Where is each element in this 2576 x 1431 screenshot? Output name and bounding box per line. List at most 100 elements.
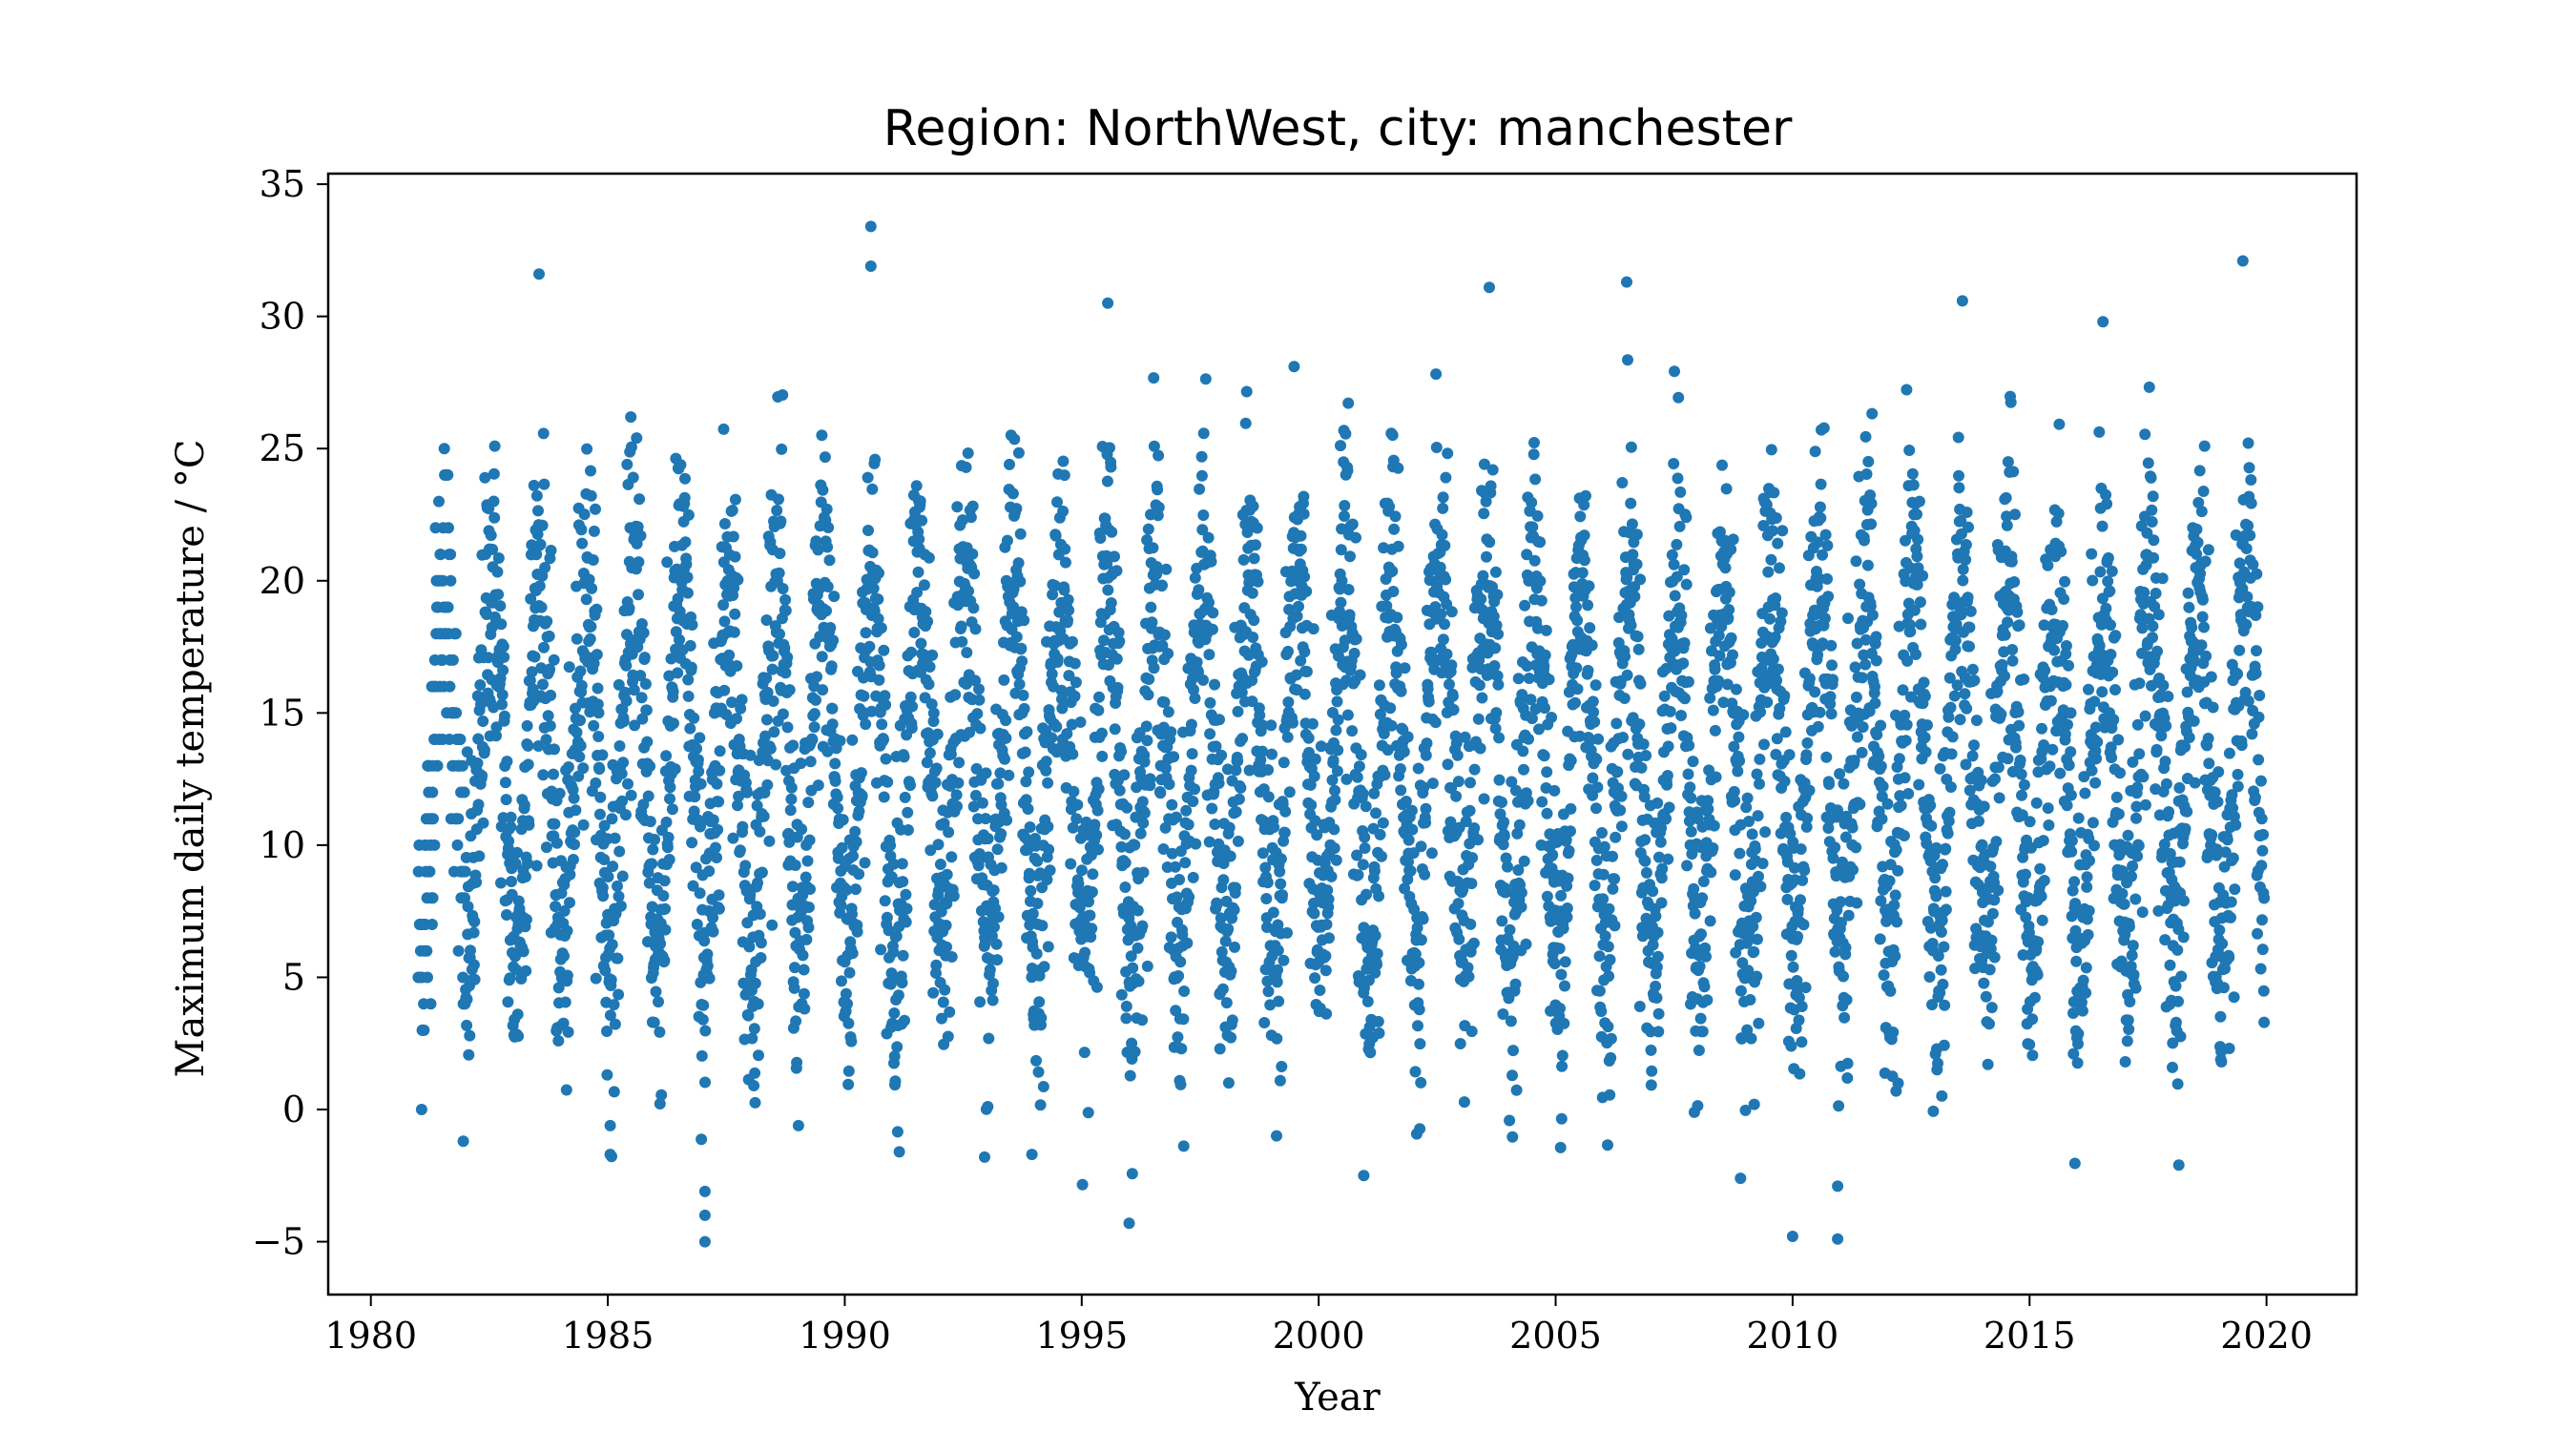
data-point [1733,731,1745,743]
data-point [2018,674,2030,685]
data-point [2012,706,2025,718]
data-point [1541,890,1553,902]
data-point [1631,558,1643,570]
data-point [1543,674,1555,686]
data-point [487,543,499,555]
data-point [1010,503,1023,515]
data-point [1468,763,1481,776]
data-point [1599,930,1611,943]
data-point [1839,942,1852,954]
y-tick-label: 15 [260,692,305,734]
data-point [873,567,884,579]
data-point [1963,521,1974,533]
data-point [707,925,719,938]
data-point [843,966,856,979]
data-point [1437,502,1449,514]
data-point [2044,760,2056,773]
data-point [897,949,909,962]
data-point [1791,975,1803,986]
data-point [477,817,489,829]
data-point [605,974,617,986]
data-point [1841,1057,1854,1069]
data-point [891,1126,904,1138]
data-point [1669,590,1681,602]
data-point [454,734,467,745]
data-point [1446,690,1459,702]
data-point [1938,941,1950,953]
data-point [1772,663,1784,675]
data-point [1092,843,1104,856]
data-point [873,659,885,672]
data-point [2055,546,2067,558]
data-point [1266,748,1278,760]
data-point [1374,708,1386,720]
y-tick-label: 35 [260,163,305,205]
data-point [1892,864,1904,877]
data-point [1109,550,1120,563]
data-point [1900,534,1911,547]
data-point [1555,968,1568,981]
data-point [1339,500,1351,511]
data-point [1157,843,1170,855]
data-point [1978,800,1990,813]
data-point [1354,669,1366,681]
data-point [929,777,942,789]
data-point [1869,697,1881,710]
data-point [520,964,532,977]
data-point [1459,731,1471,743]
data-point [452,944,465,957]
data-point [445,574,457,587]
data-point [1622,748,1634,760]
data-point [1473,654,1485,667]
data-point [1792,902,1804,915]
data-point [1070,676,1082,689]
data-point [791,1056,803,1068]
data-point [901,902,913,915]
data-point [1293,600,1304,612]
data-point [938,818,950,830]
data-point [779,605,792,616]
data-point [1756,858,1769,870]
data-point [806,734,819,746]
data-point [1485,480,1497,492]
data-point [1587,789,1599,801]
data-point [1863,705,1876,717]
data-point [1797,874,1809,886]
data-point [1283,603,1296,615]
data-point [1955,609,1967,621]
data-point [619,809,632,821]
data-point [1336,574,1348,587]
data-point [1859,633,1872,646]
data-point [1062,614,1073,627]
data-point [1940,885,1952,898]
data-point [561,924,573,937]
data-point [1127,962,1139,974]
data-point [1037,1081,1049,1092]
data-point [1339,510,1350,522]
data-point [1942,815,1955,827]
chart-title: Region: NorthWest, city: manchester [883,100,1793,157]
data-point [1985,1002,1998,1014]
data-point [787,739,800,752]
data-point [1474,742,1486,755]
data-point [549,743,560,756]
data-point [601,1068,613,1081]
data-point [1277,889,1288,902]
data-point [1506,776,1518,788]
data-point [800,933,813,945]
data-point [574,739,587,752]
data-point [1378,542,1390,554]
data-point [862,471,874,484]
data-point [541,615,553,628]
data-point [1906,467,1919,480]
data-point [1225,1031,1237,1044]
data-point [678,491,691,504]
data-point [1328,842,1340,855]
data-point [1035,1012,1048,1024]
data-point [2001,519,2013,531]
data-point [1684,781,1696,794]
data-point [681,587,694,599]
data-point [1067,635,1078,648]
data-point [1587,772,1599,784]
